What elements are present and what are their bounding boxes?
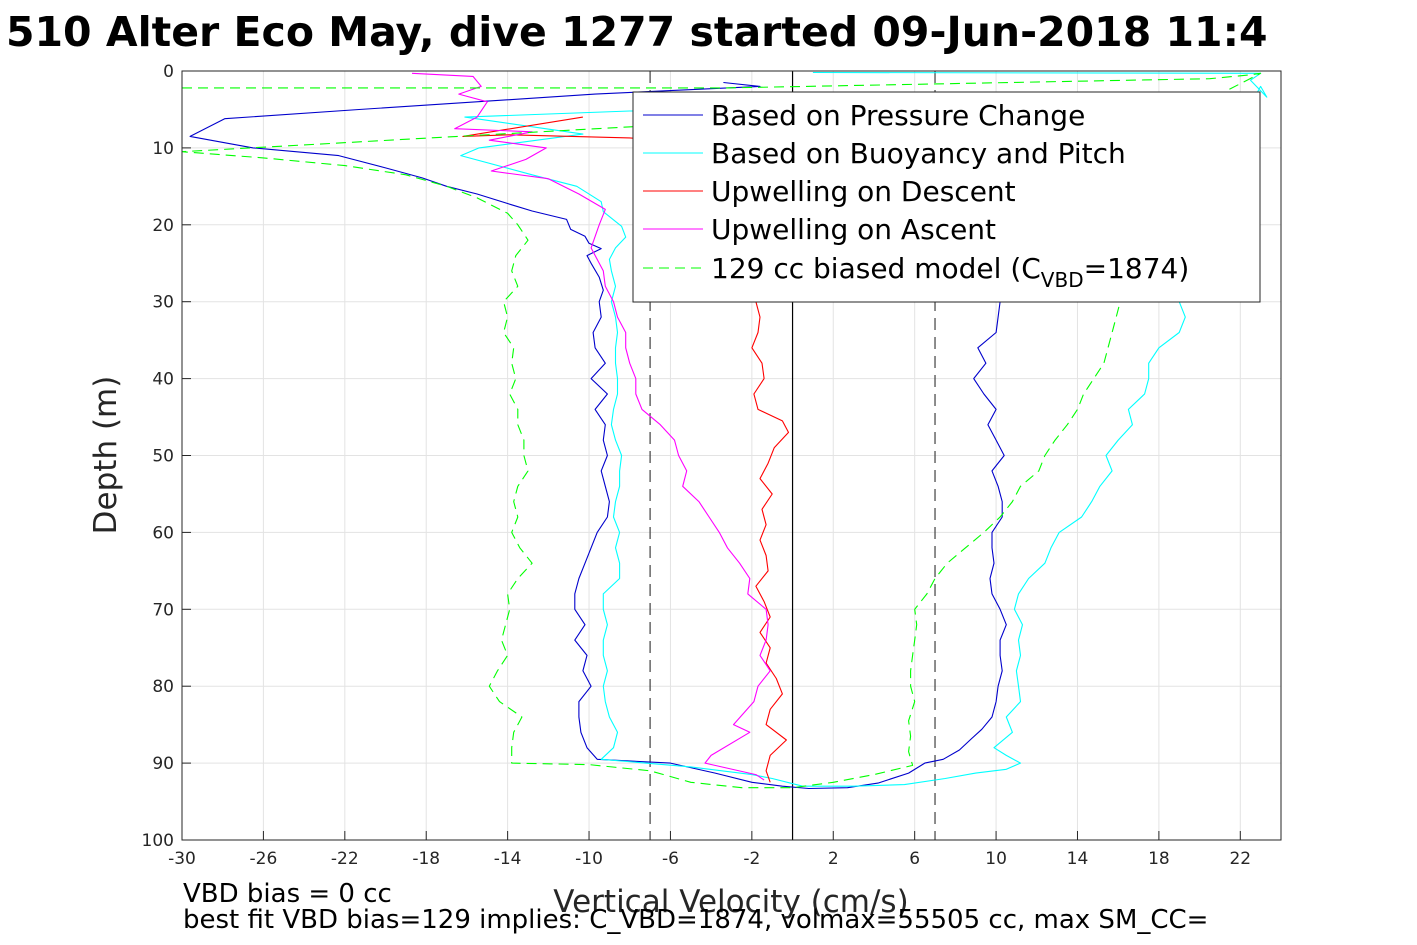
x-tick-label: -14 xyxy=(494,849,522,869)
x-tick-label: 22 xyxy=(1229,849,1251,869)
legend-entry-ascent: Upwelling on Ascent xyxy=(711,213,996,246)
y-tick-label: 50 xyxy=(152,447,174,467)
x-tick-label: -30 xyxy=(168,849,196,869)
x-tick-label: -22 xyxy=(331,849,359,869)
legend-entry-pressure: Based on Pressure Change xyxy=(711,99,1085,132)
x-tick-label: 2 xyxy=(828,849,839,869)
y-tick-label: 70 xyxy=(152,600,174,620)
legend-box xyxy=(632,91,1261,303)
y-axis-label: Depth (m) xyxy=(88,376,124,535)
legend-entry-buoyancy: Based on Buoyancy and Pitch xyxy=(711,137,1126,170)
y-tick-label: 60 xyxy=(152,523,174,543)
y-tick-label: 90 xyxy=(152,754,174,774)
y-tick-label: 20 xyxy=(152,216,174,236)
y-tick-label: 30 xyxy=(152,293,174,313)
plot-content xyxy=(182,71,1268,840)
series-group xyxy=(182,71,1268,790)
x-tick-label: -26 xyxy=(250,849,278,869)
axes-box xyxy=(181,70,1282,841)
x-tick-label: 6 xyxy=(909,849,920,869)
y-tick-label: 100 xyxy=(142,831,174,851)
legend-model-prefix: 129 cc biased model (C xyxy=(711,252,1041,285)
y-tick-label: 80 xyxy=(152,677,174,697)
tick-labels: -30 -26 -22 -18 -14 -10 -6 -2 2 6 10 14 18 2201020304… xyxy=(142,62,1252,869)
x-tick-label: -18 xyxy=(412,849,440,869)
series-line-pressure-change xyxy=(189,81,1007,790)
series-line-biased-model xyxy=(182,72,1262,789)
vbd-bias-note: VBD bias = 0 cc xyxy=(183,879,392,909)
x-tick-label: -10 xyxy=(575,849,603,869)
best-fit-note: best fit VBD bias=129 implies: C_VBD=187… xyxy=(183,905,1208,935)
y-tick-label: 0 xyxy=(163,62,174,82)
y-tick-label: 40 xyxy=(152,370,174,390)
y-tick-label: 10 xyxy=(152,139,174,159)
legend-model-suffix: =1874) xyxy=(1084,252,1190,285)
x-tick-label: -2 xyxy=(743,849,760,869)
legend-entry-descent: Upwelling on Descent xyxy=(711,175,1016,208)
x-tick-label: -6 xyxy=(662,849,679,869)
x-tick-label: 18 xyxy=(1148,849,1170,869)
x-tick-label: 14 xyxy=(1067,849,1089,869)
legend: Based on Pressure Change Based on Buoyan… xyxy=(632,91,1261,303)
chart-title: 510 Alter Eco May, dive 1277 started 09-… xyxy=(6,8,1268,56)
x-axis-label: Vertical Velocity (cm/s) xyxy=(553,884,908,920)
series-line-buoyancy-pitch xyxy=(460,71,1268,787)
x-tick-label: 10 xyxy=(985,849,1007,869)
legend-entry-model: 129 cc biased model (CVBD=1874) xyxy=(711,252,1189,292)
legend-model-subscript: VBD xyxy=(1041,268,1084,292)
series-line-upwelling-ascent xyxy=(411,72,771,781)
